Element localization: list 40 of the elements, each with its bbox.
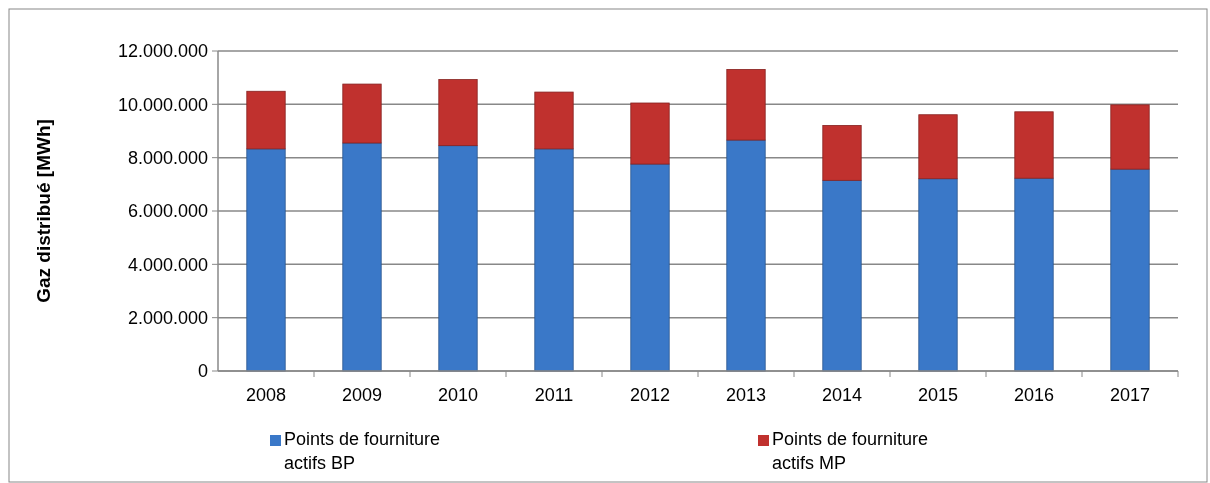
x-tick-label: 2009 (341, 385, 383, 405)
bar (1014, 111, 1054, 179)
y-tick-label: 10.000.000 (117, 94, 208, 115)
bar (630, 102, 670, 165)
bar (918, 114, 958, 180)
x-tick-label: 2016 (1013, 385, 1055, 405)
x-tick-label: 2013 (725, 385, 767, 405)
x-tick-label: 2010 (437, 385, 479, 405)
bar (1110, 168, 1150, 372)
x-tick-label: 2017 (1109, 385, 1151, 405)
bar (822, 179, 862, 372)
bar (630, 163, 670, 372)
bar (438, 79, 478, 147)
bar (342, 83, 382, 144)
bar (438, 145, 478, 372)
x-tick-label: 2012 (629, 385, 671, 405)
bar (822, 125, 862, 181)
bar (726, 69, 766, 141)
bar (246, 148, 286, 372)
y-tick-label: 8.000.000 (127, 147, 208, 168)
bar (918, 178, 958, 372)
bar (342, 142, 382, 372)
bar (1014, 177, 1054, 372)
bar (246, 90, 286, 150)
y-tick-label: 0 (197, 361, 208, 382)
bar (534, 148, 574, 372)
legend-label: Points de fourniture actifs BP (284, 429, 441, 473)
bar (726, 139, 766, 372)
x-tick-label: 2015 (917, 385, 959, 405)
x-tick-label: 2011 (534, 385, 574, 405)
bar (534, 91, 574, 150)
y-tick-label: 12.000.000 (117, 41, 208, 62)
bar (1110, 104, 1150, 170)
y-axis-title: Gaz distribué [MWh] (33, 119, 54, 303)
x-tick-label: 2008 (245, 385, 287, 405)
legend-label: Points de fourniture actifs MP (772, 429, 929, 473)
x-tick-label: 2014 (821, 385, 863, 405)
y-tick-label: 4.000.000 (127, 254, 208, 275)
y-tick-label: 2.000.000 (127, 307, 208, 328)
y-tick-label: 6.000.000 (127, 201, 208, 222)
